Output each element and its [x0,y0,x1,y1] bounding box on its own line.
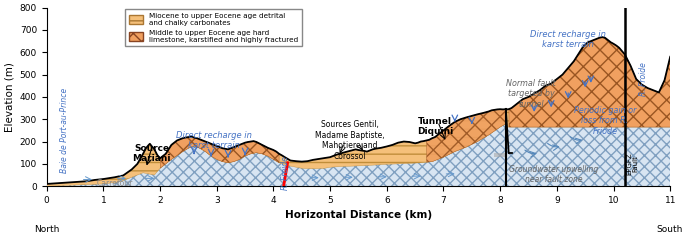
Text: Direct recharge in
karst terrain: Direct recharge in karst terrain [176,131,252,150]
Y-axis label: Elevation (m): Elevation (m) [4,62,14,132]
Text: South: South [656,225,683,234]
Text: Groundwater upwelling
near fault zone: Groundwater upwelling near fault zone [510,165,599,184]
Text: Periodic gain or
loss from R.
Friode: Periodic gain or loss from R. Friode [574,106,636,136]
Text: North: North [34,225,60,234]
Text: Normal fault
targeted by
tunnel: Normal fault targeted by tunnel [506,79,556,109]
Text: R. Froide: R. Froide [638,62,647,96]
X-axis label: Horizontal Distance (km): Horizontal Distance (km) [285,210,432,221]
Legend: Miocene to upper Eocene age detrital
and chalky carbonates, Middle to upper Eoce: Miocene to upper Eocene age detrital and… [125,10,302,46]
Text: R. Froide: R. Froide [282,156,290,190]
Text: Baie de Port-au-Prince: Baie de Port-au-Prince [60,88,69,173]
Text: Fault: Fault [632,156,638,172]
Text: Carrefour: Carrefour [97,180,133,188]
Text: Sources Gentil,
Madame Baptiste,
Mahotiere and
Corossol: Sources Gentil, Madame Baptiste, Mahotie… [315,120,385,161]
Text: EPGFZ: EPGFZ [626,152,632,175]
Text: Tunnel
Diquini: Tunnel Diquini [417,117,453,136]
Text: Direct recharge in
karst terrain: Direct recharge in karst terrain [530,30,606,49]
Text: Source
Mariani: Source Mariani [132,144,171,163]
